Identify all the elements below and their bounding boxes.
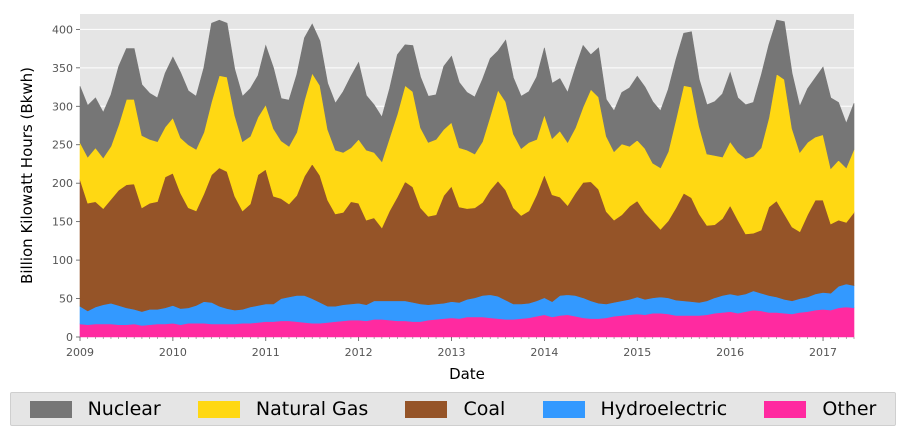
x-tick-label: 2012 (345, 346, 373, 359)
chart-legend: Nuclear Natural Gas Coal Hydroelectric Other (10, 392, 896, 426)
y-tick-label: 150 (52, 216, 73, 229)
y-axis-label: Billion Kilowatt Hours (Bkwh) (18, 67, 36, 284)
legend-label: Other (822, 398, 877, 420)
legend-swatch (405, 400, 448, 418)
y-tick-label: 250 (52, 139, 73, 152)
x-tick-label: 2016 (716, 346, 744, 359)
y-tick-label: 300 (52, 100, 73, 113)
area-series-nuclear (79, 19, 855, 170)
y-axis-ticks: 0 50 100 150 200 250 300 350 400 (52, 23, 80, 344)
legend-item-nuclear: Nuclear (29, 398, 161, 420)
y-tick-label: 50 (59, 293, 73, 306)
legend-swatch (197, 400, 240, 418)
x-axis-ticks: 2009 2010 2011 2012 2013 2014 2015 2016 2017 (66, 337, 855, 359)
y-tick-label: 200 (52, 177, 73, 190)
legend-label: Natural Gas (255, 398, 369, 420)
y-tick-label: 350 (52, 62, 73, 75)
legend-swatch (764, 400, 807, 418)
legend-item-natural-gas: Natural Gas (197, 398, 369, 420)
x-tick-label: 2010 (159, 346, 187, 359)
legend-label: Hydroelectric (600, 398, 728, 420)
legend-item-other: Other (764, 398, 876, 420)
x-tick-label: 2015 (623, 346, 651, 359)
legend-swatch (29, 400, 72, 418)
area-series-group (79, 19, 855, 338)
y-tick-label: 100 (52, 254, 73, 267)
x-tick-label: 2009 (66, 346, 94, 359)
x-tick-label: 2013 (438, 346, 466, 359)
x-tick-label: 2011 (252, 346, 280, 359)
x-tick-label: 2014 (530, 346, 558, 359)
x-axis-label: Date (449, 365, 485, 383)
y-tick-label: 400 (52, 23, 73, 36)
legend-swatch (542, 400, 585, 418)
legend-item-hydroelectric: Hydroelectric (542, 398, 728, 420)
x-tick-label: 2017 (809, 346, 837, 359)
legend-item-coal: Coal (405, 398, 505, 420)
legend-label: Nuclear (87, 398, 161, 420)
legend-label: Coal (463, 398, 506, 420)
y-tick-label: 0 (66, 331, 73, 344)
